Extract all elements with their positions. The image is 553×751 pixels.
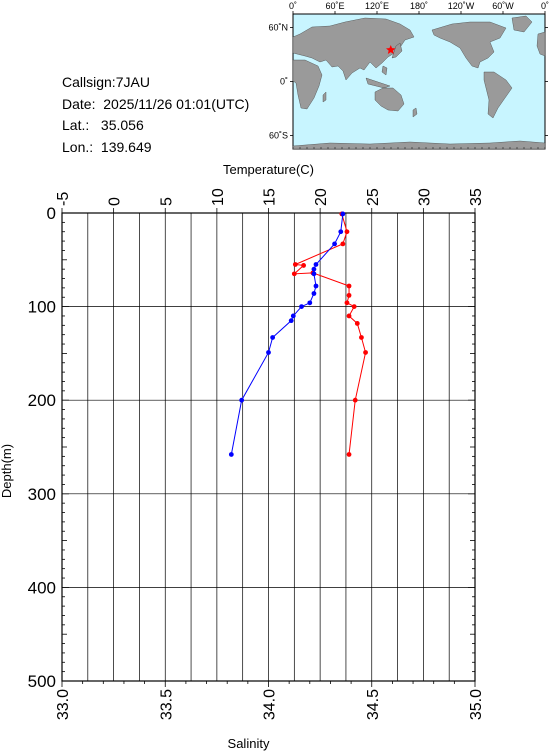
depth-tick-label: 300: [28, 485, 56, 504]
map-lon-label: 60˚E: [325, 1, 344, 11]
longitude-text: Lon.: 139.649: [62, 138, 152, 155]
chart-grid: [61, 212, 476, 682]
land-south-america: [483, 71, 513, 119]
callsign-text: Callsign:7JAU: [62, 74, 150, 90]
depth-tick-label: 100: [28, 298, 56, 317]
land-greenland: [511, 15, 533, 33]
map-lon-label: 180˚: [410, 1, 428, 11]
temperature-point: [359, 335, 364, 340]
plot-frame: [61, 212, 476, 682]
map-marker: [386, 44, 396, 54]
land-europe-west: [536, 31, 546, 57]
temperature-point: [346, 292, 352, 298]
land-japan: [391, 42, 403, 59]
depth-axis-label: Depth(m): [0, 444, 14, 498]
salinity-point: [228, 452, 234, 457]
land-eurasia: [292, 17, 415, 81]
salinity-tick-label: 34.0: [262, 689, 279, 720]
salinity-tick-label: 33.5: [158, 689, 175, 720]
salinity-point: [311, 291, 317, 296]
salinity-point: [299, 304, 304, 309]
map-lat-label: 60˚S: [269, 131, 288, 141]
map-ticks: [290, 11, 548, 149]
depth-tick-label: 500: [28, 672, 56, 691]
salinity-point: [290, 313, 296, 319]
latitude-text: Lat.: 35.056: [62, 117, 144, 133]
salinity-point: [307, 300, 313, 306]
map-labels: 0˚ 60˚E 120˚E 180˚ 120˚W 60˚W 0˚ 60˚N 0˚ 60˚S: [268, 1, 549, 141]
station-info: Callsign:7JAU Date: 2025/11/26 01:01(UTC…: [62, 72, 249, 158]
location-map: 0˚ 60˚E 120˚E 180˚ 120˚W 60˚W 0˚ 60˚N 0˚ 60˚S: [268, 1, 549, 150]
land-australia: [374, 87, 405, 112]
temperature-point: [352, 397, 358, 403]
salinity-point: [313, 262, 319, 267]
salinity-axis-label: Salinity: [228, 736, 270, 751]
temperature-point: [351, 304, 357, 309]
temperature-point: [340, 241, 346, 247]
salinity-point: [288, 318, 294, 324]
temperature-point: [291, 271, 297, 277]
map-lat-label: 0˚: [280, 77, 288, 87]
map-lon-label: 60˚W: [492, 1, 514, 11]
date-text: Date: 2025/11/26 01:01(UTC): [62, 95, 250, 112]
land-madagascar: [322, 91, 327, 103]
salinity-point: [313, 283, 319, 289]
land-africa: [292, 59, 323, 110]
map-lat-label: 60˚N: [268, 23, 288, 33]
salinity-tick-label: 34.5: [365, 689, 382, 720]
depth-tick-label: 200: [28, 391, 56, 410]
temperature-point: [363, 350, 368, 355]
salinity-tick-label: 33.0: [55, 689, 72, 720]
temperature-point: [344, 300, 350, 306]
map-lon-label: 120˚W: [448, 1, 475, 11]
temperature-point: [292, 262, 298, 267]
temperature-point: [310, 270, 316, 276]
salinity-point: [340, 211, 346, 217]
salinity-tick-label: 35.0: [468, 689, 485, 720]
map-lon-label: 0˚: [541, 1, 549, 11]
chart-series: [228, 211, 368, 457]
depth-tick-label: 0: [47, 204, 56, 223]
temperature-point: [344, 229, 350, 235]
salinity-profile-line: [230, 213, 344, 455]
salinity-point: [266, 350, 271, 355]
land-new-zealand: [412, 107, 418, 118]
land-islands: [365, 77, 391, 89]
temperature-point: [346, 452, 352, 457]
map-lon-label: 120˚E: [365, 1, 389, 11]
temperature-point: [346, 313, 352, 319]
salinity-point: [332, 241, 337, 247]
location-star-icon: [386, 44, 396, 54]
temperature-point: [301, 263, 307, 268]
temperature-profile-line: [292, 213, 367, 455]
temperature-point: [346, 283, 352, 289]
land-philippines: [381, 65, 388, 76]
salinity-point: [311, 271, 317, 277]
salinity-point: [239, 397, 245, 403]
salinity-point: [338, 229, 344, 235]
salinity-point: [311, 266, 317, 272]
temperature-point: [354, 321, 360, 326]
map-lon-label: 0˚: [289, 1, 297, 11]
depth-tick-label: 400: [28, 578, 56, 597]
land-north-america: [431, 21, 507, 69]
salinity-point: [270, 335, 276, 340]
temperature-point: [339, 211, 345, 217]
